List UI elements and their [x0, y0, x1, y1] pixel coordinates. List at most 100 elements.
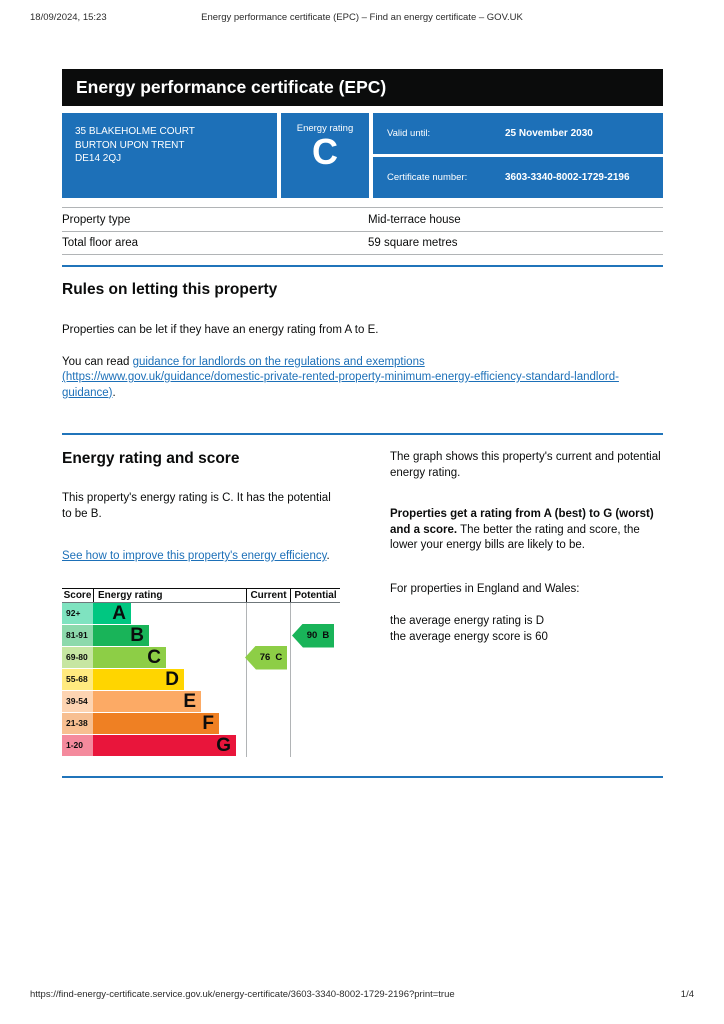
chart-band-row: 1-20 G	[62, 734, 340, 757]
band-score-range: 39-54	[62, 690, 93, 712]
improve-efficiency-link[interactable]: See how to improve this property's energ…	[62, 550, 326, 562]
certificate-number-value: 3603-3340-8002-1729-2196	[505, 172, 630, 183]
current-rating-letter: C	[275, 652, 283, 663]
guidance-link-url: (https://www.gov.uk/guidance/domestic-pr…	[62, 371, 619, 399]
property-address-box: 35 BLAKEHOLME COURT BURTON UPON TRENT DE…	[62, 113, 277, 198]
band-letter: G	[216, 734, 231, 756]
band-score-range: 1-20	[62, 734, 93, 756]
rating-heading: Energy rating and score	[62, 450, 240, 467]
letting-guidance-paragraph: You can read guidance for landlords on t…	[62, 355, 663, 402]
browser-print-header: 18/09/2024, 15:23 Energy performance cer…	[30, 12, 694, 26]
band-letter: A	[112, 602, 126, 624]
graph-intro-paragraph: The graph shows this property's current …	[390, 451, 661, 479]
potential-rating-letter: B	[322, 630, 330, 641]
band-letter: F	[202, 712, 214, 734]
chart-band-row: 69-80 C	[62, 646, 340, 669]
rating-right-column: The graph shows this property's current …	[390, 450, 663, 757]
improve-paragraph: See how to improve this property's energ…	[62, 549, 342, 565]
rating-left-column: Energy rating and score This property's …	[62, 450, 342, 757]
chart-body: 92+ A 81-91 B 69-80 C 55-68 D 39-54 E 21-38 F 1-20 G 7…	[62, 602, 340, 757]
chart-band-row: 92+ A	[62, 602, 340, 625]
certificate-number-label: Certificate number:	[387, 172, 468, 183]
guidance-link-text: guidance for landlords on the regulation…	[132, 355, 425, 368]
average-rating-line: the average energy rating is D	[390, 615, 545, 627]
band-letter: E	[183, 690, 196, 712]
chart-band-row: 81-91 B	[62, 624, 340, 647]
chart-column-line	[290, 602, 291, 757]
chart-col-energy-rating: Energy rating	[93, 588, 246, 602]
band-score-range: 55-68	[62, 668, 93, 690]
guidance-text-prefix: You can read	[62, 355, 133, 368]
band-bar: D	[93, 668, 184, 690]
certificate-summary-boxes: 35 BLAKEHOLME COURT BURTON UPON TRENT DE…	[62, 113, 663, 198]
table-row: Total floor area 59 square metres	[62, 231, 663, 255]
improve-link-text: See how to improve this property's energ…	[62, 550, 327, 562]
energy-rating-value: C	[312, 131, 338, 172]
band-bar: E	[93, 690, 201, 712]
chart-band-row: 39-54 E	[62, 690, 340, 713]
certificate-page: Energy performance certificate (EPC) 35 …	[62, 69, 663, 778]
rating-explainer-bold: Properties get a rating from A (best) to…	[390, 508, 654, 536]
table-row-value: 59 square metres	[368, 237, 458, 249]
guidance-text-suffix: .	[112, 386, 116, 399]
chart-col-current: Current	[246, 588, 290, 602]
rating-summary-paragraph: This property's energy rating is C. It h…	[62, 492, 331, 520]
chart-band-row: 21-38 F	[62, 712, 340, 735]
band-score-range: 21-38	[62, 712, 93, 734]
band-bar: A	[93, 602, 131, 624]
rating-section: Energy rating and score This property's …	[62, 450, 663, 757]
rating-explainer-paragraph: Properties get a rating from A (best) to…	[390, 507, 663, 554]
valid-until-value: 25 November 2030	[505, 128, 593, 139]
address-line-1: 35 BLAKEHOLME COURT	[75, 126, 195, 137]
print-datetime: 18/09/2024, 15:23	[30, 12, 107, 23]
band-letter: B	[130, 624, 144, 646]
band-letter: D	[165, 668, 179, 690]
chart-col-potential: Potential	[290, 588, 340, 602]
valid-until-label: Valid until:	[387, 128, 431, 139]
rating-explainer-rest: The better the rating and score, the low…	[390, 523, 640, 552]
table-row-label: Total floor area	[62, 237, 139, 249]
address-line-2: BURTON UPON TRENT	[75, 139, 185, 151]
band-letter: C	[147, 646, 161, 668]
certificate-banner: Energy performance certificate (EPC)	[62, 69, 663, 106]
band-bar: B	[93, 624, 149, 646]
property-summary-table: Property type Mid-terrace house Total floo…	[62, 207, 663, 255]
address-line-3: DE14 2QJ	[75, 153, 122, 164]
print-footer-url: https://find-energy-certificate.service.…	[30, 989, 455, 1000]
england-wales-paragraph: For properties in England and Wales:	[390, 582, 580, 595]
table-row-value: Mid-terrace house	[368, 213, 461, 226]
averages-paragraph: the average energy rating is D the averag…	[390, 614, 663, 645]
section-divider	[62, 433, 663, 435]
section-divider	[62, 775, 663, 778]
table-row-label: Property type	[62, 213, 131, 226]
certificate-number-row: Certificate number: 3603-3340-8002-1729-…	[373, 157, 663, 198]
average-score-line: the average energy score is 60	[390, 630, 548, 643]
print-page-title: Energy performance certificate (EPC) – F…	[201, 12, 523, 23]
chart-band-row: 55-68 D	[62, 668, 340, 691]
current-score: 76	[259, 652, 271, 663]
letting-rules-heading: Rules on letting this property	[62, 281, 278, 298]
letting-rules-paragraph: Properties can be let if they have an en…	[62, 324, 379, 336]
chart-column-line	[246, 602, 247, 757]
section-divider	[62, 265, 663, 267]
band-score-range: 81-91	[62, 624, 93, 646]
print-page-number: 1/4	[680, 989, 694, 1000]
potential-score: 90	[306, 630, 318, 641]
chart-col-score: Score	[63, 589, 92, 601]
band-score-range: 92+	[62, 602, 93, 624]
landlord-guidance-link[interactable]: guidance for landlords on the regulation…	[62, 356, 619, 399]
epc-rating-chart: Score Energy rating Current Potential 92…	[62, 587, 340, 757]
band-bar: C	[93, 646, 166, 668]
certificate-title: Energy performance certificate (EPC)	[76, 77, 387, 97]
browser-print-footer: https://find-energy-certificate.service.…	[30, 989, 694, 1000]
band-bar: G	[93, 734, 236, 756]
energy-rating-label: Energy rating	[296, 123, 354, 134]
improve-link-suffix: .	[326, 550, 330, 562]
valid-until-row: Valid until: 25 November 2030	[373, 113, 663, 154]
band-bar: F	[93, 712, 219, 734]
chart-header-row: Score Energy rating Current Potential	[62, 587, 340, 603]
column-gap	[342, 450, 390, 757]
table-row: Property type Mid-terrace house	[62, 207, 663, 231]
energy-rating-box: Energy rating C	[281, 113, 369, 198]
validity-box: Valid until: 25 November 2030 Certificat…	[373, 113, 663, 198]
